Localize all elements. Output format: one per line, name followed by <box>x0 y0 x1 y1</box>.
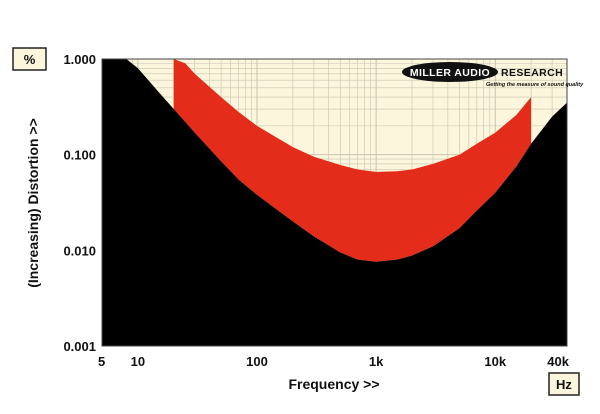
y-tick-label: 0.001 <box>63 339 96 354</box>
plot-marks <box>102 59 567 346</box>
logo-oval <box>402 62 498 82</box>
x-tick-label: 40k <box>547 354 569 369</box>
threshold-area <box>102 59 567 346</box>
x-unit-box: Hz <box>548 372 580 396</box>
miller-audio-research-logo: MILLER AUDIO RESEARCH Getting the measur… <box>402 62 584 88</box>
x-tick-label: 5 <box>98 354 105 369</box>
x-tick-label: 1k <box>369 354 384 369</box>
tick-labels: 5 10 100 1k 10k 40k 1.000 0.100 0.010 0.001 <box>63 52 569 369</box>
x-unit-label: Hz <box>556 377 572 392</box>
x-tick-label: 10k <box>484 354 506 369</box>
y-tick-label: 0.100 <box>63 148 96 163</box>
y-tick-label: 0.010 <box>63 243 96 258</box>
logo-tagline: Getting the measure of sound quality <box>486 82 584 88</box>
y-unit-label: % <box>24 52 36 67</box>
y-tick-label: 1.000 <box>63 52 96 67</box>
distortion-band <box>173 59 532 262</box>
x-tick-label: 10 <box>131 354 145 369</box>
x-axis-title: Frequency >> <box>288 376 379 392</box>
plot-frame <box>101 58 568 347</box>
logo-brand-main: MILLER AUDIO <box>410 67 490 79</box>
x-tick-label: 100 <box>246 354 268 369</box>
logo-brand-sub: RESEARCH <box>501 67 563 79</box>
y-unit-box: % <box>12 47 47 71</box>
y-axis-title: (Increasing) Distortion >> <box>25 118 41 288</box>
